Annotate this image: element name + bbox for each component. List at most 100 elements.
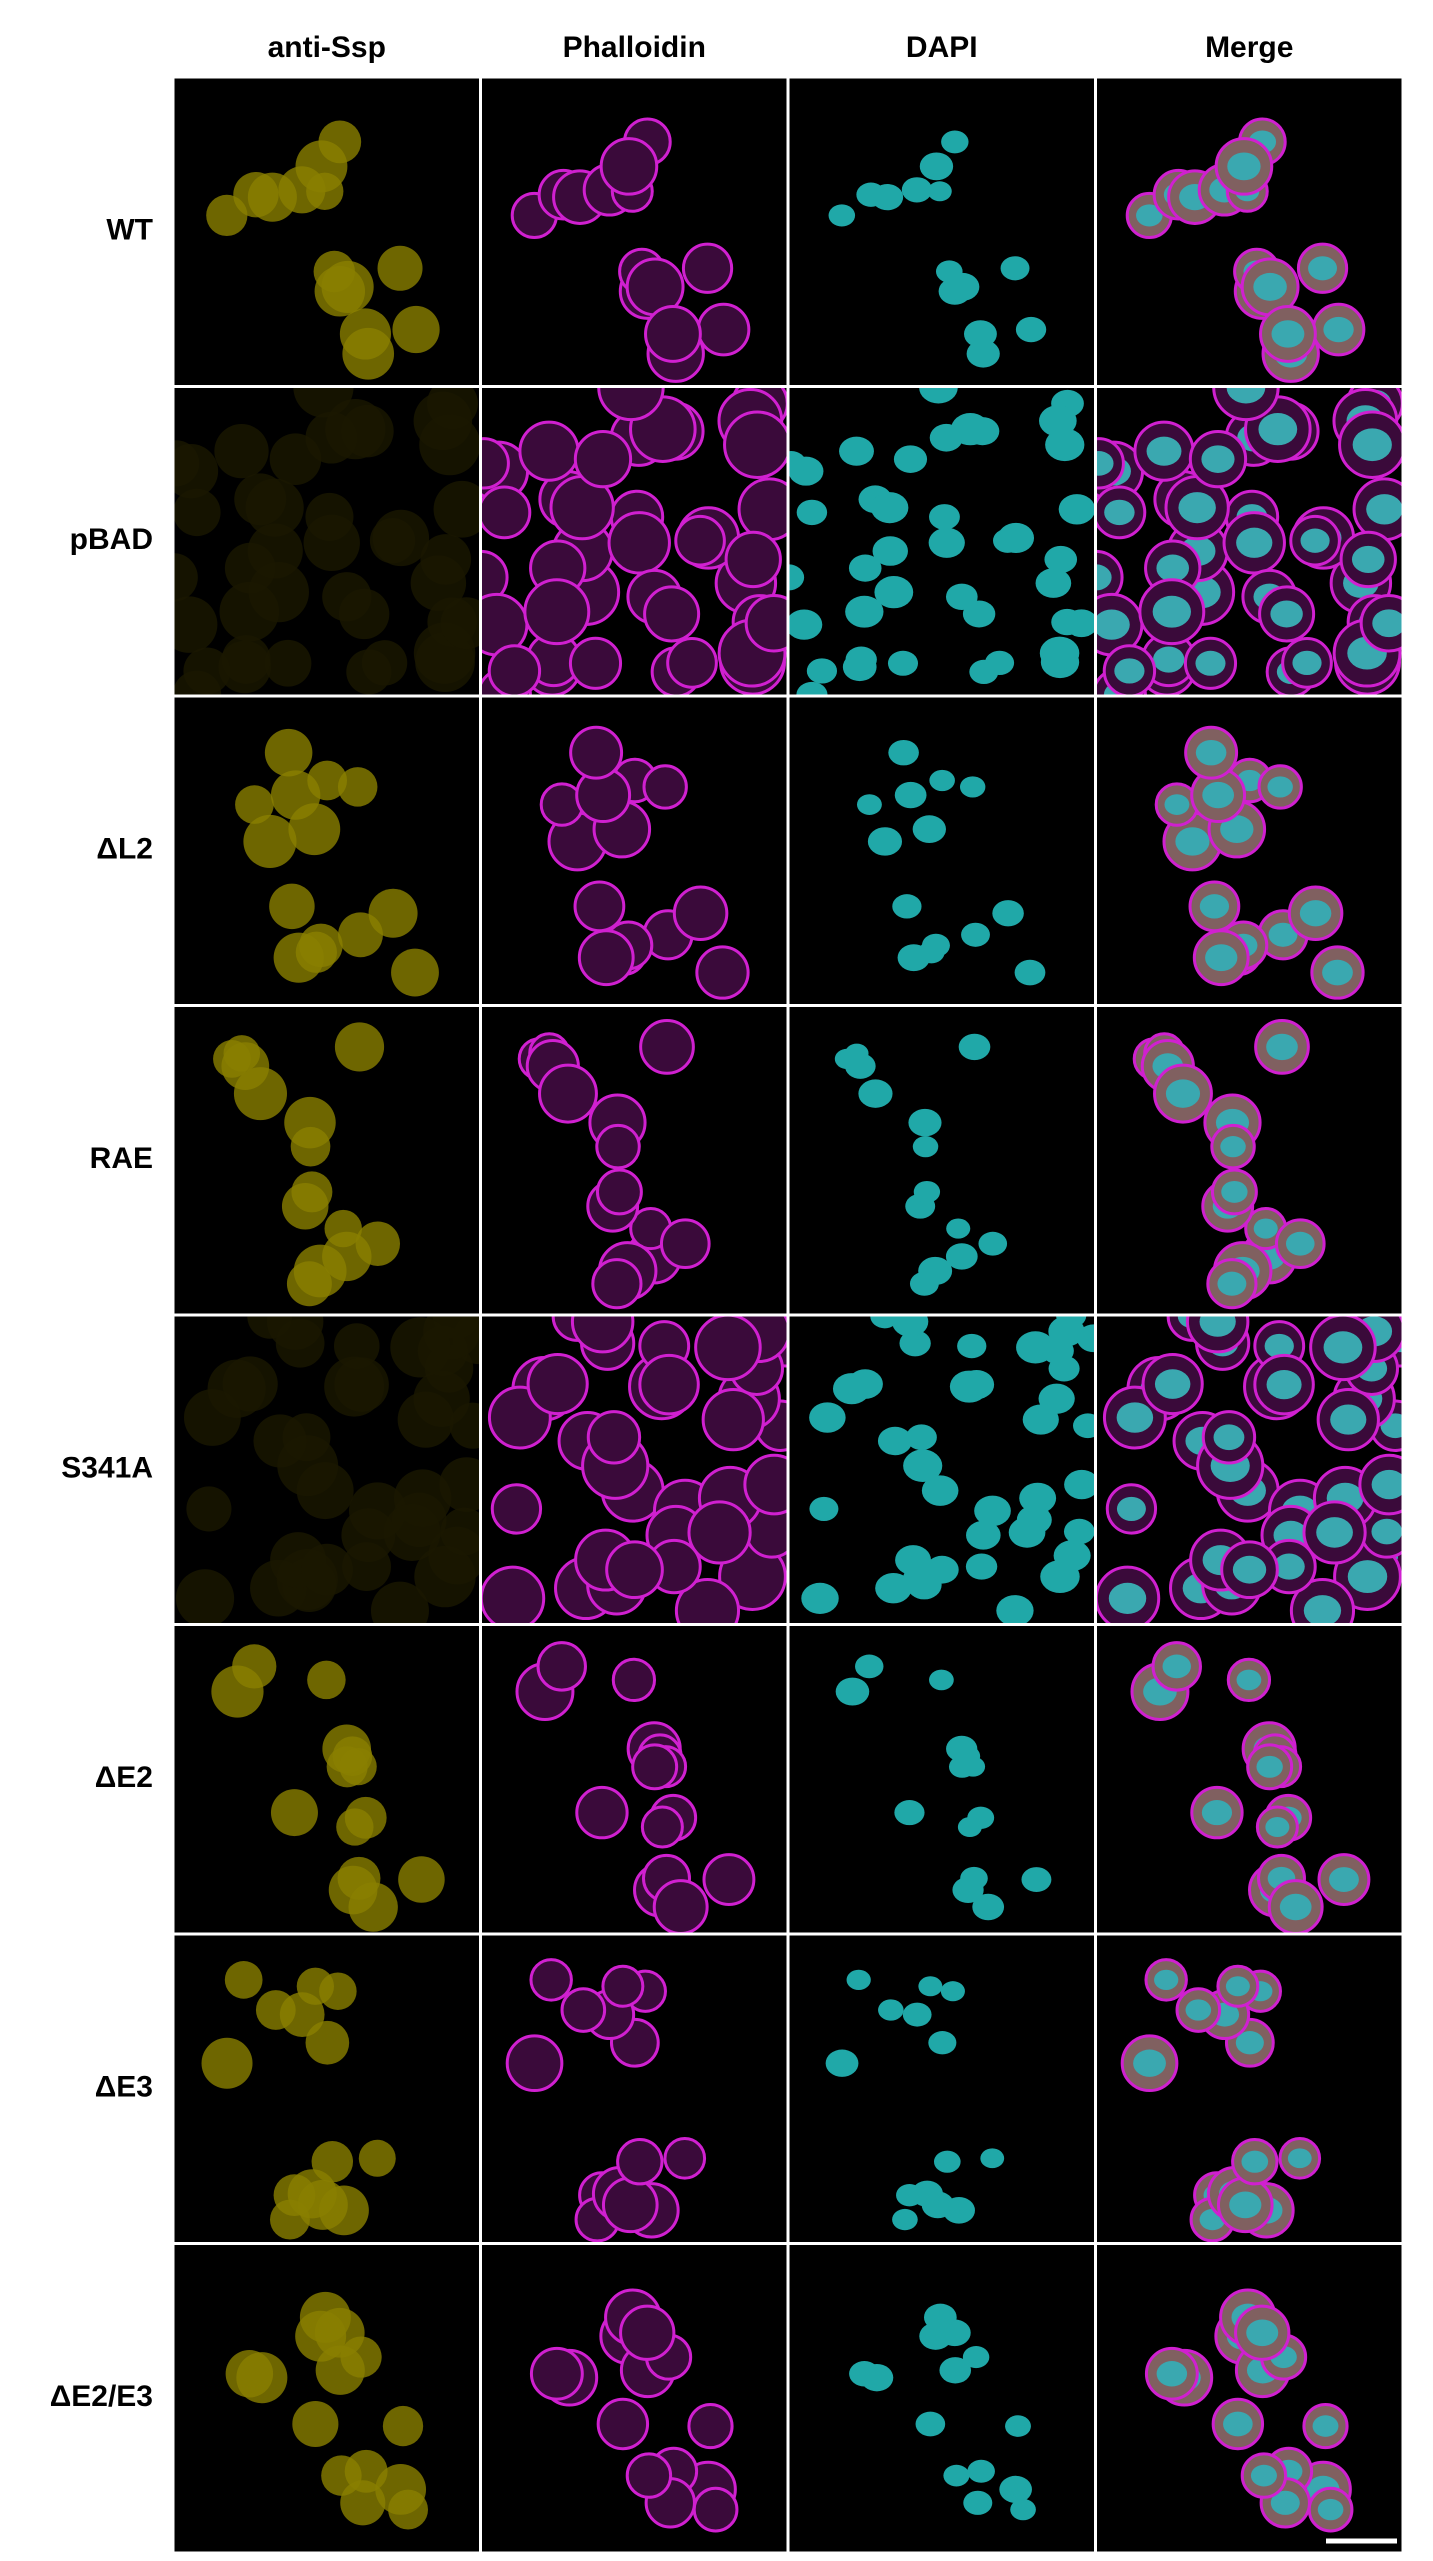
nucleus	[962, 600, 996, 628]
micrograph-panel	[174, 1316, 479, 1623]
nucleus	[1097, 609, 1130, 640]
actin	[573, 880, 626, 933]
nucleus	[892, 2208, 918, 2231]
actin	[591, 1258, 643, 1310]
cells	[515, 1641, 756, 1933]
stain	[361, 640, 408, 686]
stain	[440, 597, 479, 650]
actin	[595, 1123, 641, 1170]
cells	[1132, 1019, 1326, 1310]
actin	[695, 945, 750, 1000]
stain	[224, 542, 276, 594]
stain	[174, 553, 198, 602]
nucleus	[848, 554, 882, 582]
stain	[183, 1389, 241, 1446]
actin	[687, 1500, 752, 1565]
nucleus	[1175, 827, 1210, 856]
nucleus	[1279, 1893, 1312, 1921]
stain	[321, 260, 374, 313]
nucleus	[1217, 1271, 1247, 1296]
nucleus	[960, 1866, 988, 1890]
nucleus	[1267, 776, 1293, 798]
nucleus	[919, 388, 958, 404]
nucleus	[1235, 2031, 1264, 2055]
row-label: pBAD	[70, 523, 153, 556]
stain	[338, 588, 390, 640]
stain	[264, 728, 313, 777]
nucleus	[1153, 646, 1185, 673]
nucleus	[959, 776, 986, 798]
nucleus	[957, 1817, 982, 1838]
stain	[266, 1316, 324, 1350]
nucleus	[835, 1677, 870, 1706]
nucleus	[1199, 1316, 1236, 1337]
nucleus	[894, 781, 927, 809]
stain	[291, 1171, 333, 1213]
panel-bg	[789, 2245, 1094, 2552]
stain	[383, 1503, 441, 1561]
nucleus	[1058, 494, 1094, 525]
column-header: anti-Ssp	[268, 31, 386, 64]
actin	[569, 725, 624, 780]
nucleus	[945, 272, 980, 301]
actin	[538, 1063, 598, 1124]
nucleus	[1220, 815, 1254, 844]
nucleus	[1005, 2415, 1031, 2437]
actin	[672, 885, 729, 941]
column-header: DAPI	[906, 31, 978, 64]
micrograph-panel	[789, 2245, 1094, 2552]
nucleus	[921, 2191, 954, 2219]
actin	[681, 242, 734, 294]
nucleus	[1292, 650, 1322, 676]
cells	[834, 1033, 1008, 1296]
stain	[321, 2455, 362, 2496]
stain	[232, 1644, 277, 1689]
nucleus	[929, 1669, 954, 1691]
cells	[482, 1316, 787, 1623]
cells	[175, 1316, 479, 1623]
nucleus	[844, 1053, 876, 1079]
nucleus	[962, 2346, 990, 2369]
micrograph-panel	[482, 697, 787, 1004]
stain	[264, 639, 312, 687]
stain	[293, 388, 354, 418]
stain	[174, 488, 221, 537]
nucleus	[796, 499, 828, 526]
cells	[1130, 1641, 1371, 1933]
nucleus	[1116, 1402, 1154, 1433]
nucleus	[963, 2490, 993, 2515]
actin	[701, 1387, 765, 1452]
nucleus	[1156, 554, 1190, 582]
stain	[307, 1660, 346, 1700]
panel-bg	[174, 2245, 479, 2552]
nucleus	[1265, 1817, 1290, 1838]
cells	[1120, 1958, 1322, 2242]
nucleus	[1154, 1369, 1191, 1399]
actin	[482, 485, 532, 540]
nucleus	[1035, 568, 1072, 598]
actin	[529, 1958, 573, 2002]
stain	[221, 635, 271, 684]
nucleus	[1271, 320, 1305, 348]
nucleus	[1366, 494, 1402, 525]
cells	[235, 728, 439, 997]
nucleus	[1199, 894, 1230, 919]
actin	[575, 1785, 629, 1840]
nucleus	[1108, 1582, 1147, 1614]
nucleus	[871, 184, 904, 211]
nucleus	[1285, 1231, 1315, 1256]
nucleus	[888, 739, 919, 766]
nucleus	[846, 1969, 871, 1990]
nucleus	[901, 177, 933, 203]
actin	[599, 137, 659, 196]
actin	[642, 764, 688, 810]
nucleus	[870, 492, 909, 524]
nucleus	[1165, 1079, 1201, 1108]
nucleus	[972, 1893, 1005, 1921]
stain	[397, 1391, 454, 1448]
row-label: ΔE2	[95, 1761, 153, 1794]
stain	[388, 2489, 429, 2530]
actin	[659, 1218, 711, 1270]
nucleus	[1250, 2464, 1277, 2487]
actin	[523, 578, 591, 646]
